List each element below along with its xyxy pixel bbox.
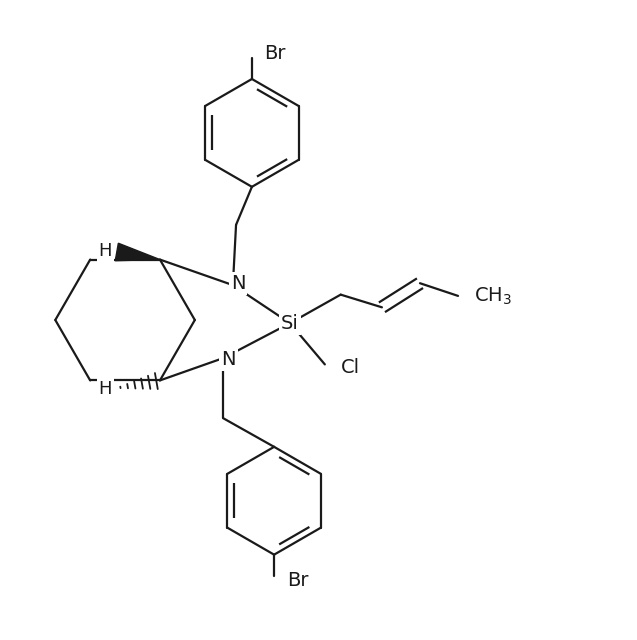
Text: H: H <box>99 380 112 398</box>
Text: N: N <box>231 275 245 293</box>
Text: H: H <box>99 242 112 260</box>
Text: Cl: Cl <box>341 358 360 377</box>
Polygon shape <box>115 243 160 260</box>
Text: Si: Si <box>281 314 299 333</box>
Text: N: N <box>221 350 236 369</box>
Text: CH$_3$: CH$_3$ <box>474 285 512 307</box>
Text: Br: Br <box>264 44 286 63</box>
Text: Br: Br <box>287 570 308 589</box>
